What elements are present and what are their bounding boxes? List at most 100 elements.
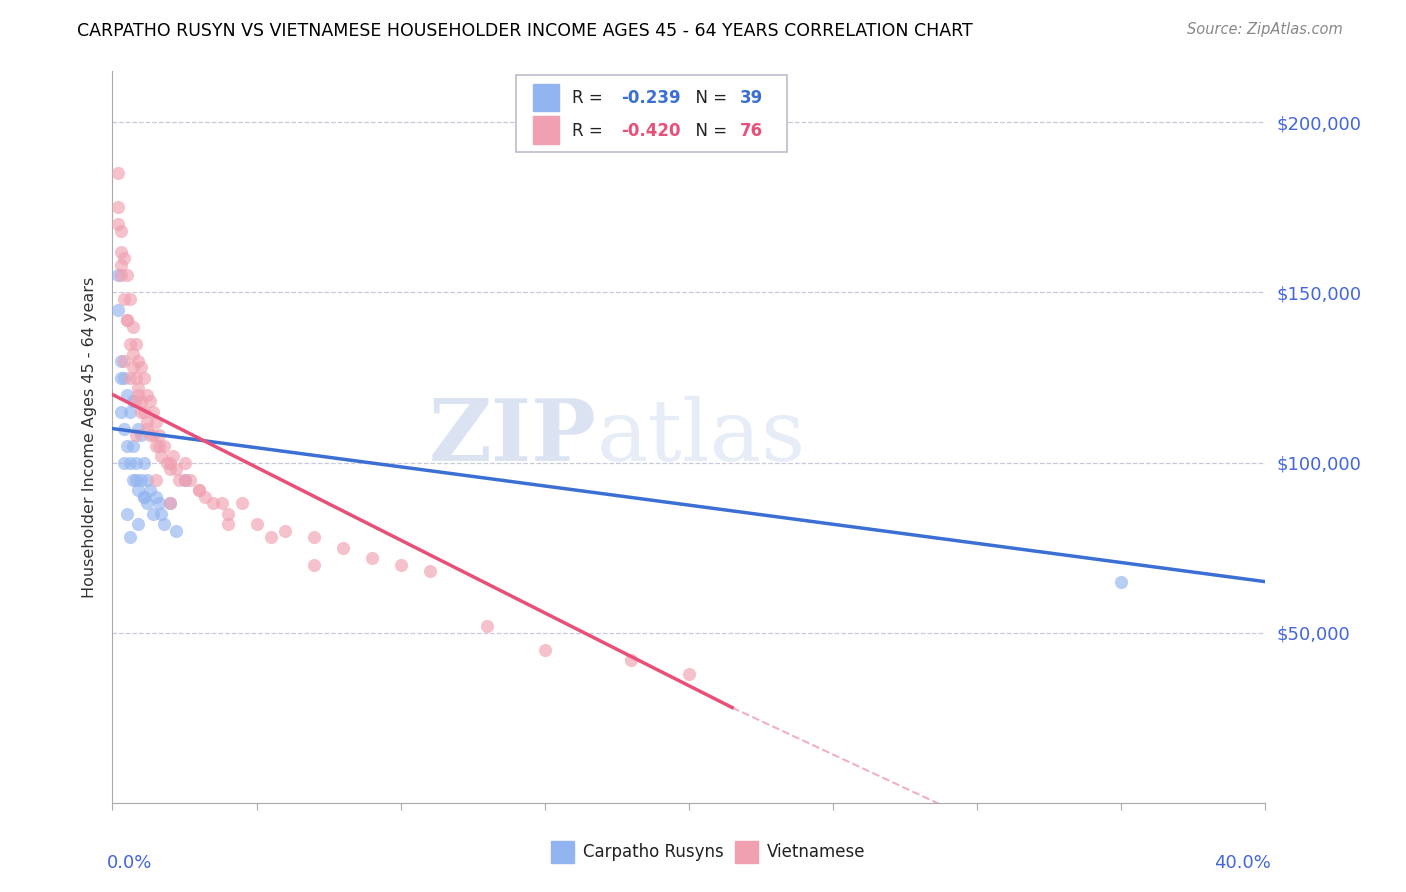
Text: N =: N = [686, 89, 733, 107]
Text: N =: N = [686, 122, 733, 140]
Point [121, 439, 143, 453]
Point [124, 473, 146, 487]
Point [112, 370, 135, 384]
Point [159, 462, 181, 476]
Point [129, 404, 153, 418]
Point [148, 439, 170, 453]
Point [136, 473, 159, 487]
Point [112, 421, 135, 435]
Point [150, 507, 173, 521]
Point [118, 293, 141, 307]
Point [107, 268, 129, 283]
Point [153, 439, 176, 453]
Point [124, 428, 146, 442]
Point [121, 360, 143, 375]
Point [136, 415, 159, 429]
Point [139, 483, 162, 497]
Point [231, 496, 253, 510]
Point [156, 456, 179, 470]
Point [194, 490, 217, 504]
Point [136, 387, 159, 401]
Point [121, 347, 143, 361]
Point [127, 483, 149, 497]
Point [134, 490, 156, 504]
Point [173, 473, 195, 487]
Text: R =: R = [572, 122, 609, 140]
Point [118, 456, 141, 470]
Text: Carpatho Rusyns: Carpatho Rusyns [583, 843, 724, 861]
Point [188, 483, 211, 497]
Text: R =: R = [572, 89, 609, 107]
Point [134, 456, 156, 470]
Point [127, 353, 149, 368]
Point [134, 404, 156, 418]
Text: -0.239: -0.239 [621, 89, 681, 107]
Point [173, 456, 195, 470]
Point [165, 462, 187, 476]
Text: CARPATHO RUSYN VS VIETNAMESE HOUSEHOLDER INCOME AGES 45 - 64 YEARS CORRELATION C: CARPATHO RUSYN VS VIETNAMESE HOUSEHOLDER… [77, 22, 973, 40]
Point [129, 428, 153, 442]
Point [118, 336, 141, 351]
Point [134, 490, 156, 504]
Bar [533, 116, 558, 144]
Point [127, 387, 149, 401]
Point [142, 404, 165, 418]
Point [260, 531, 283, 545]
Point [121, 319, 143, 334]
Point [136, 496, 159, 510]
Point [179, 473, 201, 487]
Point [274, 524, 297, 538]
Point [217, 516, 239, 531]
Point [142, 428, 165, 442]
Point [159, 456, 181, 470]
Point [110, 244, 132, 259]
Point [110, 258, 132, 272]
Point [115, 507, 138, 521]
Point [145, 490, 167, 504]
Point [110, 370, 132, 384]
Point [202, 496, 225, 510]
Point [332, 541, 354, 555]
Point [419, 565, 441, 579]
Point [127, 421, 149, 435]
Point [121, 394, 143, 409]
Point [112, 293, 135, 307]
Point [1111, 574, 1133, 589]
Text: 0.0%: 0.0% [107, 854, 152, 872]
Point [159, 496, 181, 510]
Point [112, 353, 135, 368]
Point [188, 483, 211, 497]
Point [127, 381, 149, 395]
Point [165, 524, 187, 538]
Point [246, 516, 269, 531]
Point [534, 642, 557, 657]
Point [115, 268, 138, 283]
Point [118, 404, 141, 418]
Point [150, 449, 173, 463]
Point [145, 473, 167, 487]
Point [129, 473, 153, 487]
Point [107, 201, 129, 215]
Point [124, 370, 146, 384]
Text: 40.0%: 40.0% [1215, 854, 1271, 872]
Text: Source: ZipAtlas.com: Source: ZipAtlas.com [1187, 22, 1343, 37]
Point [124, 394, 146, 409]
Point [129, 360, 153, 375]
Point [134, 370, 156, 384]
Text: atlas: atlas [596, 395, 806, 479]
Bar [551, 841, 574, 863]
Point [115, 387, 138, 401]
Point [129, 394, 153, 409]
Point [110, 353, 132, 368]
Bar [533, 84, 558, 112]
Text: 76: 76 [740, 122, 763, 140]
Point [118, 531, 141, 545]
Point [115, 312, 138, 326]
Point [115, 312, 138, 326]
Point [620, 653, 643, 667]
Point [118, 370, 141, 384]
Point [136, 421, 159, 435]
Point [124, 456, 146, 470]
Point [211, 496, 233, 510]
Point [107, 302, 129, 317]
